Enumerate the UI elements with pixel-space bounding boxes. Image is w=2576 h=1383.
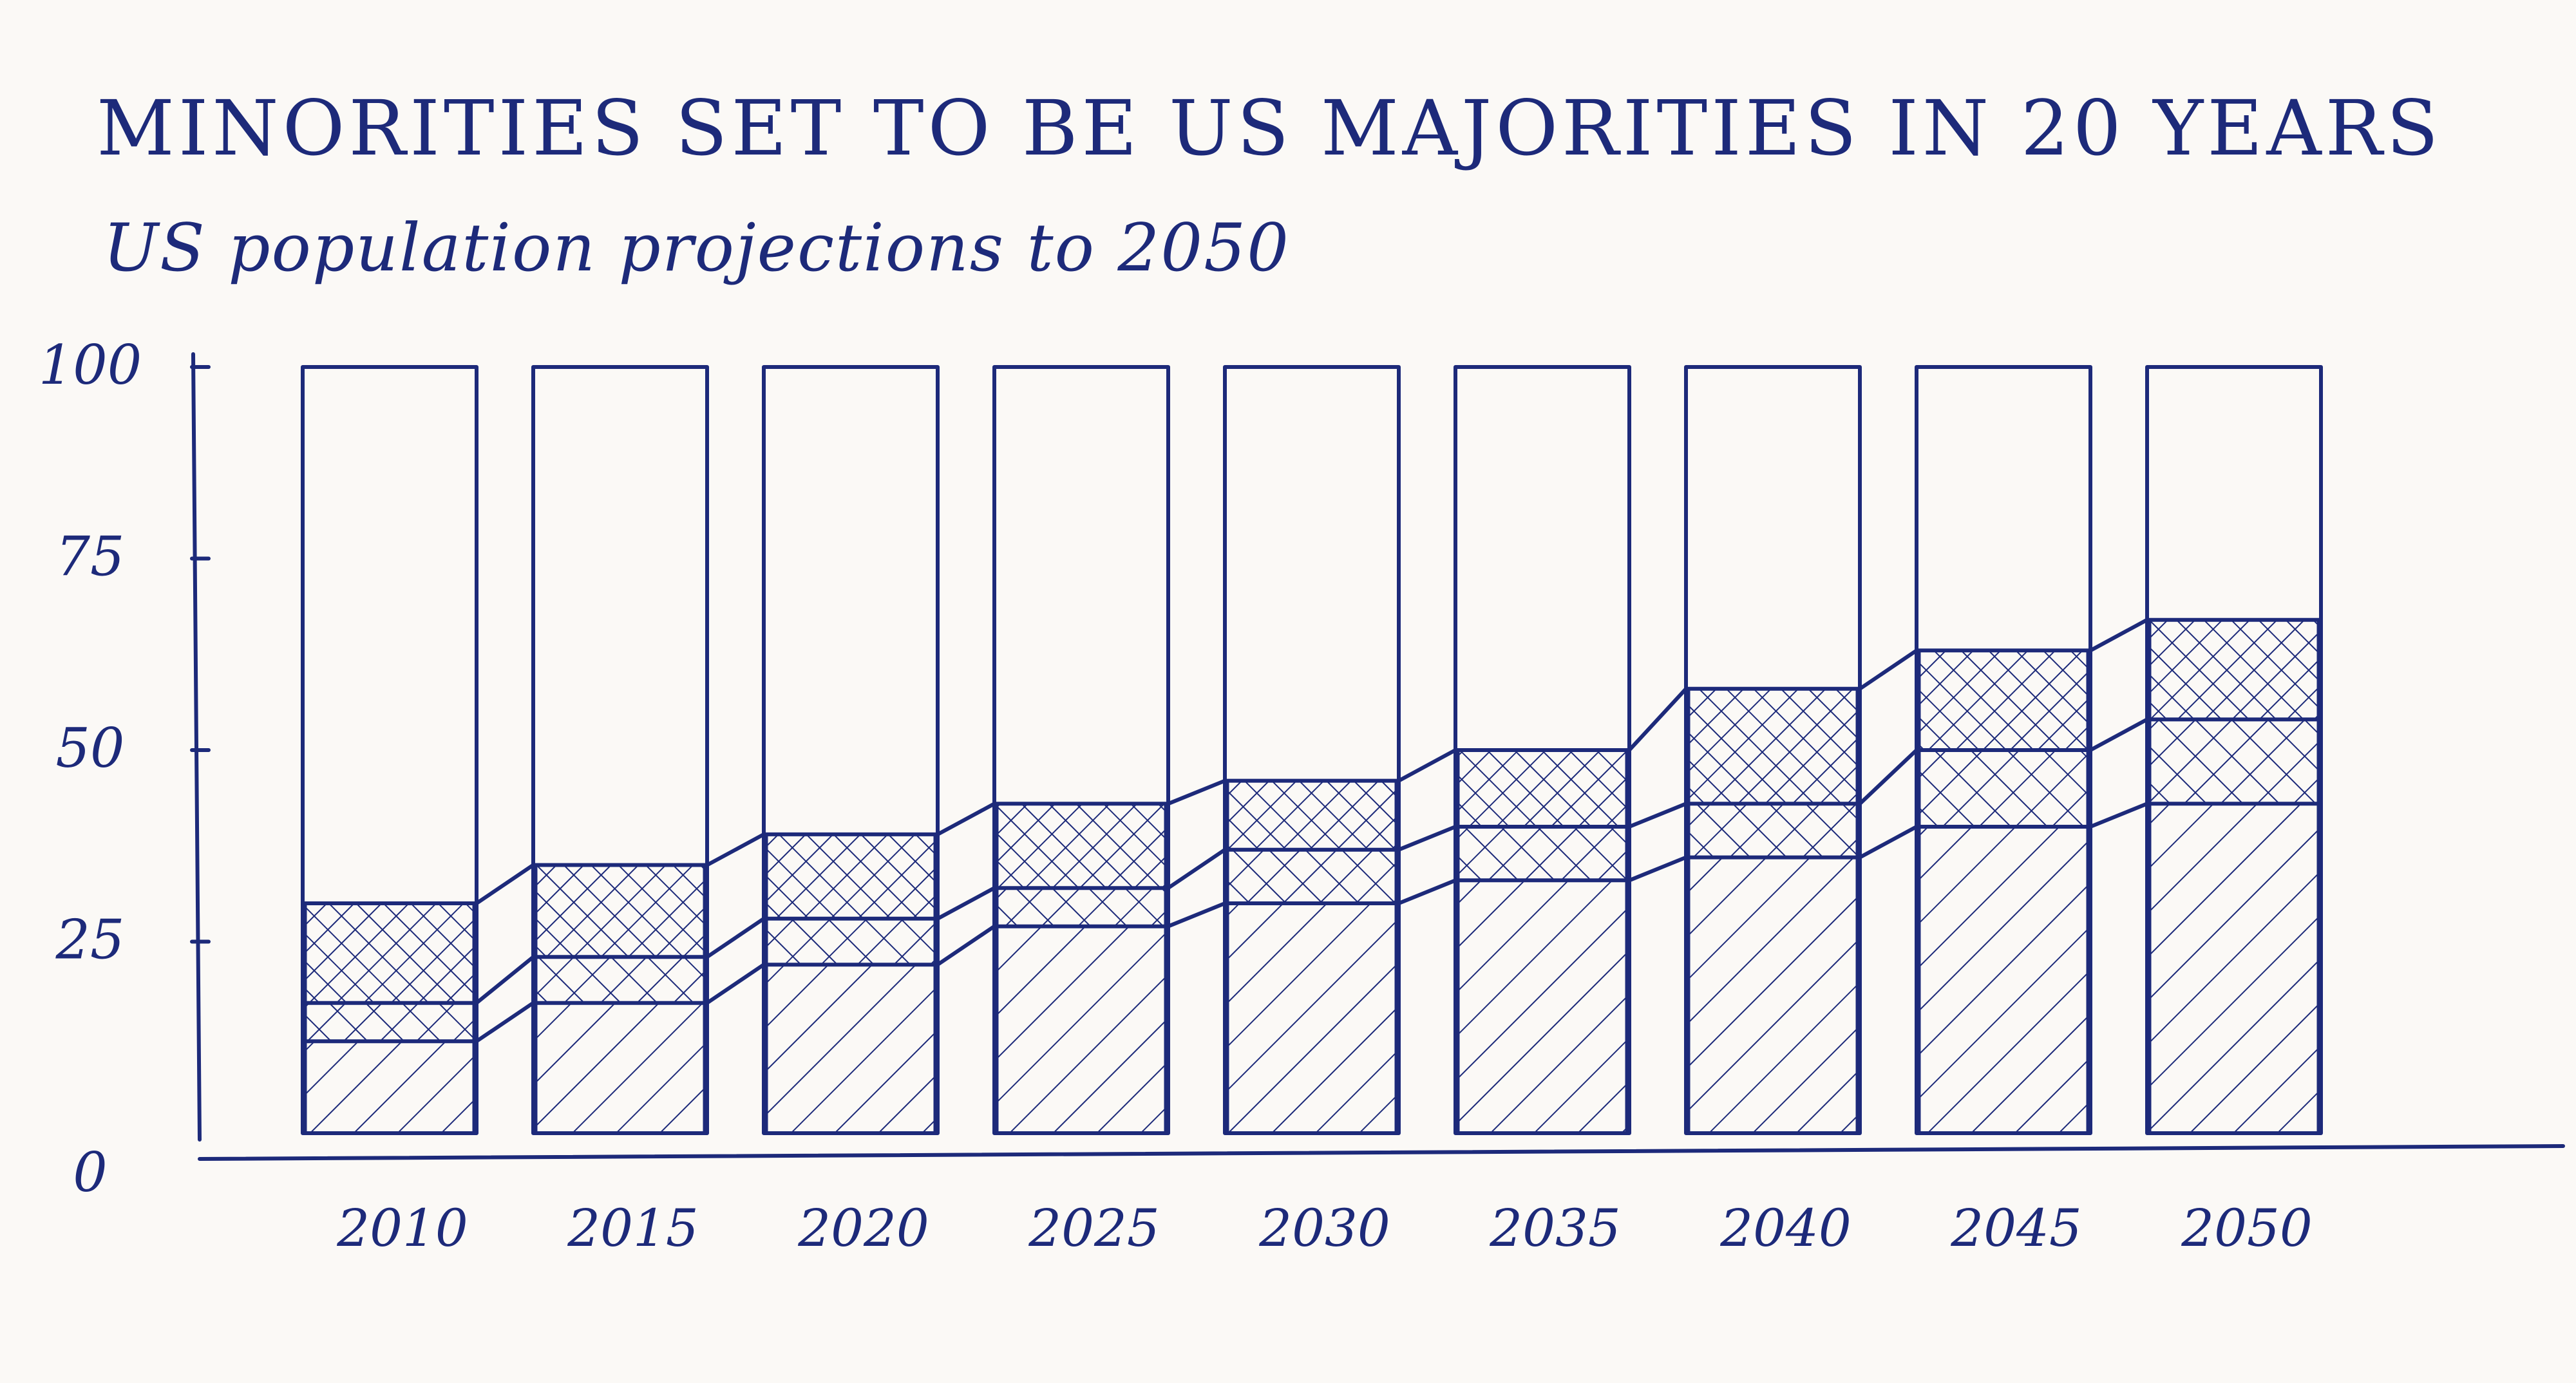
y-tick-label-100: 100 (39, 334, 142, 397)
x-tick-label-2035: 2035 (1489, 1198, 1621, 1258)
bar-segment-2035-s3 (1456, 748, 1629, 829)
x-tick-label-2025: 2025 (1028, 1198, 1160, 1258)
bar-segment-2040-s2 (1687, 802, 1859, 860)
bar-segment-2045-s3 (1917, 648, 2090, 752)
y-axis-line (191, 352, 202, 1142)
bar-segment-2050-s2 (2148, 717, 2320, 805)
bar-segment-2035-s1 (1456, 878, 1629, 1135)
bar-segment-2015-s1 (534, 1001, 706, 1135)
x-tick-label-2050: 2050 (2181, 1198, 2313, 1258)
bar-segment-2015-s2 (534, 955, 706, 1005)
x-tick-label-2045: 2045 (1950, 1198, 2082, 1258)
bar-segment-2050-s3 (2148, 618, 2320, 721)
plot-area: 0 25 50 75 100 2010 2015 2020 2025 2030 2035 2040 20… (39, 334, 2565, 1258)
x-axis-line (198, 1144, 2565, 1161)
bar-segment-2050-s1 (2148, 802, 2320, 1135)
bar-segment-2015-s3 (534, 863, 706, 959)
bar-segment-2045-s1 (1917, 825, 2090, 1135)
bar-segment-2025-s1 (995, 925, 1168, 1135)
bar-segment-2040-s3 (1687, 687, 1859, 805)
chart-subtitle: US population projections to 2050 (103, 210, 1290, 287)
bar-segment-2010-s3 (303, 901, 476, 1005)
bar-segment-2030-s2 (1226, 848, 1398, 905)
bar-segment-2045-s2 (1917, 748, 2090, 829)
bar-segment-2020-s1 (764, 963, 937, 1135)
x-tick-label-2010: 2010 (336, 1198, 468, 1258)
x-tick-label-2030: 2030 (1258, 1198, 1390, 1258)
trend-line-s2 (301, 717, 2323, 1005)
bar-segment-2020-s3 (764, 833, 937, 921)
y-tick-label-25: 25 (55, 908, 125, 972)
chart-title: MINORITIES SET TO BE US MAJORITIES IN 20… (97, 84, 2442, 173)
y-tick-label-0: 0 (73, 1141, 107, 1204)
bar-segment-2035-s2 (1456, 825, 1629, 882)
bar-segment-2025-s2 (995, 886, 1168, 928)
trend-line-s3 (301, 617, 2323, 905)
bar-segment-2040-s1 (1687, 856, 1859, 1135)
y-tick-label-75: 75 (56, 525, 125, 588)
bar-segment-2010-s1 (303, 1039, 476, 1135)
bar-segment-2030-s3 (1226, 779, 1398, 852)
x-tick-label-2020: 2020 (797, 1198, 929, 1258)
x-tick-label-2040: 2040 (1719, 1198, 1852, 1258)
bar-segment-2010-s2 (303, 1001, 476, 1043)
bar-segment-2025-s3 (995, 802, 1168, 890)
bar-segment-2030-s1 (1226, 901, 1398, 1135)
y-tick-label-50: 50 (56, 717, 125, 780)
bar-segment-2020-s2 (764, 917, 937, 966)
trend-line-s1 (301, 802, 2323, 1044)
x-tick-label-2015: 2015 (567, 1198, 699, 1258)
